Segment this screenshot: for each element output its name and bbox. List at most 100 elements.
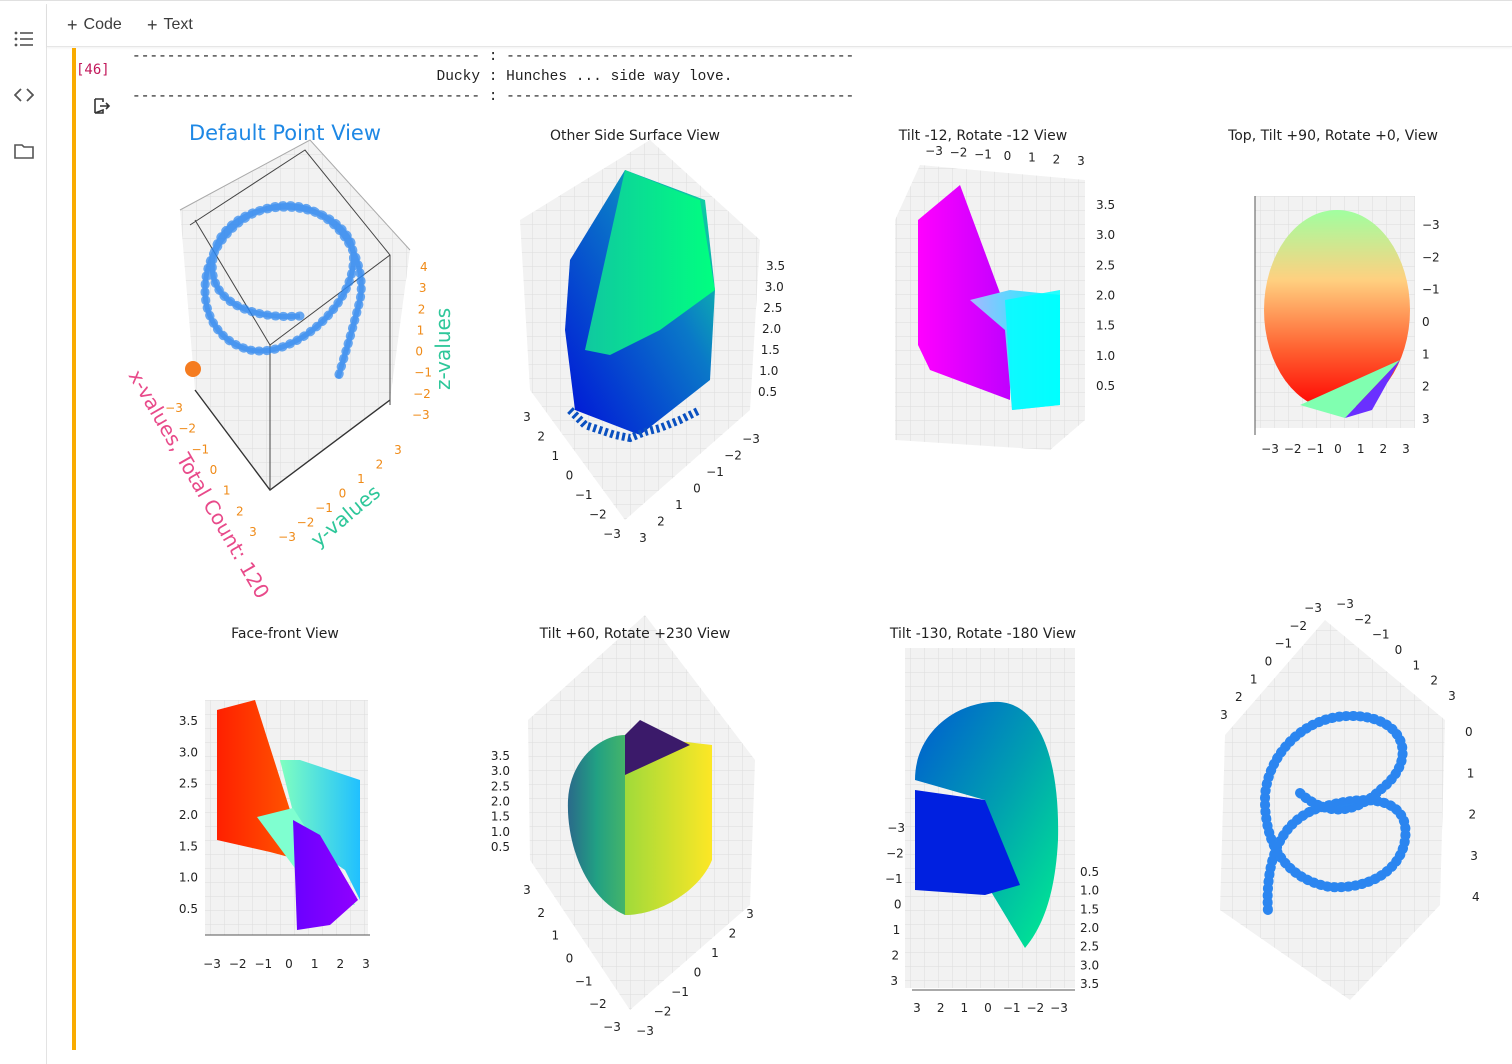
panel-title: Tilt -12, Rotate -12 View (898, 128, 1067, 144)
add-text-button[interactable]: + Text (147, 14, 193, 36)
panel-tilt-130-rotate-180-view: Tilt -130, Rotate -180 View −3 −2 −1 0 1 2 3 0… (885, 626, 1099, 1015)
tick-label: 2.5 (491, 779, 510, 793)
tick-label: 0.5 (1096, 379, 1115, 393)
tick-label: 3.0 (179, 745, 198, 759)
tick-label: 0 (693, 482, 701, 496)
panel-title: Top, Tilt +90, Rotate +0, View (1227, 128, 1438, 144)
tick-label: 3 (362, 957, 370, 971)
tick-label: 2 (1379, 442, 1387, 456)
tick-label: 0 (415, 345, 423, 359)
tick-label: −3 (412, 408, 430, 422)
bottom-tick-labels: −3 −2 −1 0 1 2 3 (1261, 442, 1410, 456)
tick-label: −1 (575, 488, 593, 502)
panel-title: Tilt +60, Rotate +230 View (539, 626, 731, 642)
tick-label: 2 (729, 927, 737, 941)
tick-label: −2 (229, 957, 247, 971)
tick-label: 1 (357, 472, 365, 486)
execution-count: [46] (76, 62, 110, 78)
tick-label: 2 (1053, 152, 1061, 166)
code-cell[interactable] (72, 48, 1512, 1050)
tick-label: −3 (203, 957, 221, 971)
tick-label: 3 (1470, 849, 1478, 863)
tick-label: −1 (1422, 283, 1440, 297)
tick-label: −1 (885, 872, 903, 886)
tick-label: 2.5 (1080, 940, 1099, 954)
tick-label: 2.5 (763, 301, 782, 315)
tick-label: 2 (537, 430, 545, 444)
z-tick-labels: 3.5 3.0 2.5 2.0 1.5 1.0 0.5 (758, 259, 785, 399)
panel-face-front-view: Face-front View 3.5 3.0 2.5 2.0 1.5 1.0 0.5 −3… (179, 626, 370, 971)
z-tick-labels: 4 3 2 1 0 −1 −2 −3 (412, 260, 432, 422)
notebook-toolbar: + Code + Text (47, 4, 1512, 47)
add-code-label: Code (83, 16, 122, 33)
tick-label: 0 (210, 463, 218, 477)
tick-label: 4 (420, 260, 428, 274)
tick-label: 1.5 (179, 839, 198, 853)
tick-label: 1 (1467, 766, 1475, 780)
tick-label: −2 (1289, 619, 1307, 633)
tick-label: 1.5 (491, 810, 510, 824)
code-snippets-icon[interactable] (13, 84, 35, 106)
highlight-point (185, 361, 201, 377)
add-code-button[interactable]: + Code (67, 14, 122, 36)
tick-label: 3.0 (765, 280, 784, 294)
files-folder-icon[interactable] (13, 140, 35, 162)
tick-label: 1.0 (491, 825, 510, 839)
add-text-label: Text (163, 16, 193, 33)
tick-label: 1 (1250, 672, 1258, 686)
tick-label: 2.5 (179, 777, 198, 791)
panel-title: Face-front View (231, 626, 339, 642)
tick-label: −3 (278, 530, 296, 544)
tick-label: 0 (1004, 149, 1012, 163)
stdout-divider-top: ----------------------------------------… (132, 49, 855, 65)
tick-label: −3 (165, 401, 183, 415)
panel-tilt-12-rotate-12-view: Tilt -12, Rotate -12 View −3 −2 −1 0 1 2 3 3.5… (895, 128, 1115, 450)
tick-label: 4 (1472, 890, 1480, 904)
tick-label: 1 (893, 923, 901, 937)
tick-label: 3 (394, 443, 402, 457)
tick-label: 0 (1395, 643, 1403, 657)
tick-label: −3 (636, 1024, 654, 1038)
tick-label: 2 (937, 1001, 945, 1015)
tick-label: −2 (178, 422, 196, 436)
tick-label: 0 (1465, 725, 1473, 739)
tick-label: 1 (1028, 151, 1036, 165)
tick-label: −3 (1261, 442, 1279, 456)
tick-label: −2 (589, 997, 607, 1011)
tick-label: 0 (1265, 655, 1273, 669)
z-axis-label: z-values (431, 308, 455, 390)
tick-label: −2 (413, 387, 431, 401)
plus-icon: + (67, 15, 78, 35)
tick-label: −3 (603, 1020, 621, 1034)
tick-label: 0.5 (1080, 865, 1099, 879)
tick-label: 2 (1469, 808, 1477, 822)
tick-label: −1 (706, 465, 724, 479)
tick-label: −3 (742, 432, 760, 446)
tick-label: 0 (285, 957, 293, 971)
tick-label: 2.0 (1080, 921, 1099, 935)
tick-label: −1 (575, 974, 593, 988)
output-actions-icon[interactable] (92, 96, 112, 116)
tick-label: 3 (746, 907, 754, 921)
tick-label: −1 (414, 366, 432, 380)
cell-focus-bar (72, 48, 76, 1050)
tick-label: 2 (236, 504, 244, 518)
tick-label: −1 (974, 147, 992, 161)
panel-title: Default Point View (189, 121, 381, 145)
tick-label: −1 (1306, 442, 1324, 456)
tick-label: 1 (1422, 347, 1430, 361)
table-of-contents-icon[interactable] (13, 28, 35, 50)
tick-label: 0 (984, 1001, 992, 1015)
tick-label: 3 (1220, 708, 1228, 722)
tick-label: −2 (589, 508, 607, 522)
tick-label: −2 (1284, 442, 1302, 456)
tick-label: 2.0 (1096, 289, 1115, 303)
tick-label: 2 (537, 906, 545, 920)
tick-label: 0.5 (491, 840, 510, 854)
panel-other-side-surface-view: Other Side Surface View 3.5 3.0 2.5 2.0 1.5 1… (520, 128, 785, 545)
